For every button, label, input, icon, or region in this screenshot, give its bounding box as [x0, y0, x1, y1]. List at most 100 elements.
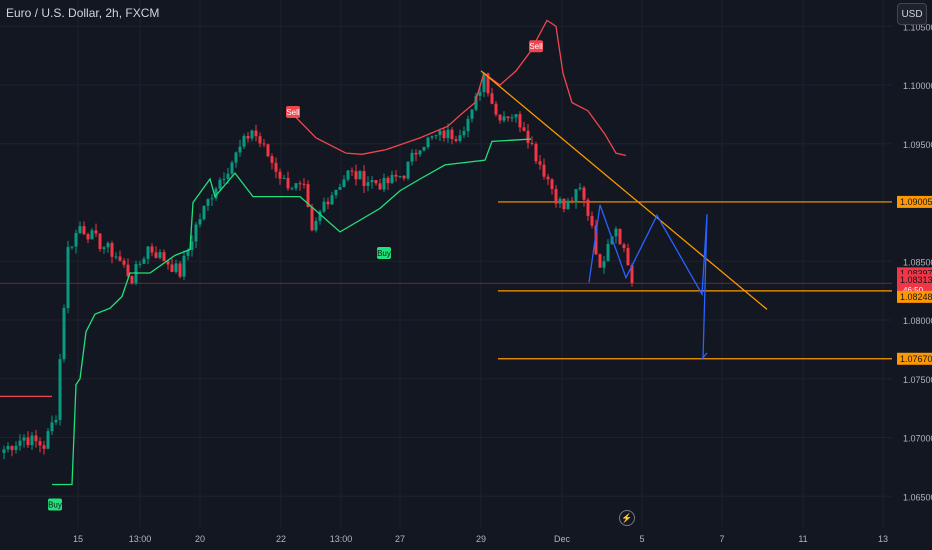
candle-body [174, 263, 178, 272]
candle-body [562, 198, 566, 210]
candle-body [618, 228, 622, 245]
candle-body [194, 224, 198, 242]
candle-body [170, 264, 174, 272]
candle-body [406, 161, 410, 179]
price-tick-label: 1.06500 [903, 492, 932, 502]
candle-body [114, 256, 118, 258]
lightning-icon[interactable]: ⚡ [619, 510, 635, 526]
candle-body [430, 136, 434, 138]
candle-body [18, 440, 22, 446]
candle-body [498, 114, 502, 121]
candle-body [38, 441, 42, 446]
candle-body [306, 184, 310, 208]
buy-sell-signals: Buy Sell Buy Sell [48, 40, 543, 511]
price-tick-label: 1.10000 [903, 81, 932, 91]
candlestick-series [2, 71, 634, 460]
candle-body [578, 187, 582, 190]
candle-body [378, 183, 382, 190]
candle-body [558, 198, 562, 204]
candle-body [110, 243, 114, 257]
candle-body [418, 150, 422, 155]
time-tick-label: 7 [719, 534, 724, 544]
horizontal-levels [0, 201, 892, 360]
candle-body [166, 260, 170, 265]
candle-body [50, 422, 54, 432]
candle-body [534, 143, 538, 162]
price-tag-value: 1.09005 [900, 197, 932, 207]
candle-body [82, 226, 86, 235]
candle-body [514, 114, 518, 118]
price-tick-label: 1.08500 [903, 257, 932, 267]
candle-body [402, 175, 406, 179]
candle-body [146, 246, 150, 259]
candle-body [598, 254, 602, 268]
candle-body [398, 175, 402, 177]
price-tick-label: 1.10500 [903, 22, 932, 32]
candle-body [474, 95, 478, 110]
candle-body [154, 252, 158, 258]
signal-label: Sell [286, 108, 300, 117]
price-tag-value: 1.08248 [900, 292, 932, 302]
candle-body [342, 179, 346, 187]
time-tick-label: 22 [276, 534, 286, 544]
candle-body [602, 261, 606, 268]
candle-body [606, 243, 610, 262]
projection-arrowhead [701, 352, 708, 360]
candle-body [66, 247, 70, 309]
candle-body [546, 176, 550, 180]
time-tick-label: 27 [395, 534, 405, 544]
candle-body [390, 174, 394, 184]
candle-body [58, 359, 62, 420]
time-tick-label: 20 [195, 534, 205, 544]
candle-body [630, 265, 634, 284]
time-tick-label: Dec [554, 534, 571, 544]
candle-body [90, 230, 94, 240]
candle-body [218, 179, 222, 189]
chart-grid [0, 0, 892, 527]
signal-badge [48, 498, 62, 511]
price-axis[interactable]: 1.06500 1.07000 1.07500 1.08000 1.08500 1.095… [897, 22, 932, 502]
candle-body [294, 183, 298, 189]
candle-body [290, 188, 294, 190]
candle-body [30, 435, 34, 446]
candle-body [286, 177, 290, 189]
buy-trail-line [52, 138, 532, 486]
candle-body [466, 118, 470, 132]
time-axis[interactable]: 15 13:00 20 22 13:00 27 29 Dec 5 7 11 13 [73, 534, 888, 544]
candle-body [226, 173, 230, 179]
candle-body [502, 116, 506, 121]
candle-body [242, 135, 246, 147]
price-tick-label: 1.09500 [903, 140, 932, 150]
candle-body [338, 186, 342, 190]
candle-body [570, 200, 574, 202]
candle-body [526, 130, 530, 143]
candle-body [130, 276, 134, 284]
candle-body [482, 73, 486, 92]
candle-body [70, 246, 74, 248]
candle-body [270, 156, 274, 163]
candle-body [326, 201, 330, 205]
signal-label: Buy [48, 500, 62, 509]
signal-badge [529, 40, 543, 53]
currency-button[interactable]: USD [897, 3, 927, 25]
candle-body [518, 114, 522, 128]
time-tick-label: 13:00 [330, 534, 353, 544]
candle-body [26, 437, 30, 446]
resistance-trendline [480, 70, 768, 310]
candle-body [314, 220, 318, 231]
candle-body [478, 91, 482, 96]
candle-body [330, 195, 334, 205]
candle-body [358, 171, 362, 180]
candle-body [74, 232, 78, 247]
candle-body [238, 146, 242, 153]
candle-body [370, 180, 374, 183]
candle-body [382, 177, 386, 190]
candle-body [10, 446, 14, 450]
price-tag-value: 1.08397 [900, 268, 932, 278]
candle-body [522, 127, 526, 131]
candle-body [98, 233, 102, 249]
candle-body [190, 241, 194, 250]
candle-body [366, 182, 370, 186]
candle-body [150, 246, 154, 253]
